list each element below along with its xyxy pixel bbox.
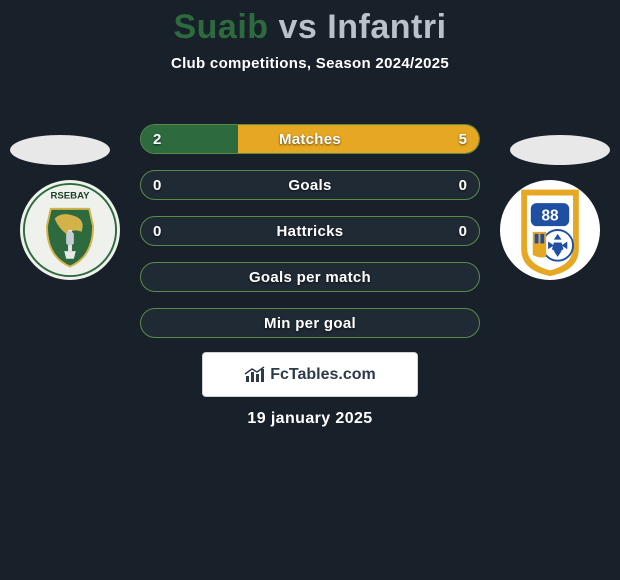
stat-label: Matches xyxy=(279,131,341,148)
stat-row: 0 Hattricks 0 xyxy=(140,216,480,246)
player1-name: Suaib xyxy=(173,8,268,46)
stat-row: 2 Matches 5 xyxy=(140,124,480,154)
team2-crest: 88 xyxy=(500,180,600,280)
stat-value-right: 0 xyxy=(459,177,467,194)
stat-label: Min per goal xyxy=(264,315,356,332)
logo-text: FcTables.com xyxy=(270,366,376,384)
stats-container: 2 Matches 5 0 Goals 0 0 Hattricks 0 Goals per mat… xyxy=(140,124,480,338)
stat-value-right: 0 xyxy=(459,223,467,240)
stat-value-left: 0 xyxy=(153,223,161,240)
svg-text:88: 88 xyxy=(541,207,559,224)
vs-text: vs xyxy=(279,8,318,46)
fctables-logo: FcTables.com xyxy=(202,352,418,397)
svg-text:RSEBAY: RSEBAY xyxy=(50,190,90,201)
stat-value-left: 2 xyxy=(153,131,161,148)
barito-crest-icon: 88 xyxy=(502,182,598,278)
comparison-title: Suaib vs Infantri xyxy=(0,0,620,47)
stat-value-left: 0 xyxy=(153,177,161,194)
player1-avatar-placeholder xyxy=(10,135,110,165)
stat-row: 0 Goals 0 xyxy=(140,170,480,200)
stat-label: Goals per match xyxy=(249,269,371,286)
stat-label: Hattricks xyxy=(277,223,344,240)
stat-row: Min per goal xyxy=(140,308,480,338)
date-label: 19 january 2025 xyxy=(0,410,620,428)
subtitle: Club competitions, Season 2024/2025 xyxy=(0,55,620,72)
player2-avatar-placeholder xyxy=(510,135,610,165)
stat-row: Goals per match xyxy=(140,262,480,292)
player2-name: Infantri xyxy=(327,8,446,46)
persebaya-crest-icon: RSEBAY xyxy=(22,182,118,278)
team1-crest: RSEBAY xyxy=(20,180,120,280)
stat-fill-player2 xyxy=(238,125,479,153)
bar-chart-icon xyxy=(244,366,266,384)
stat-value-right: 5 xyxy=(459,131,467,148)
stat-label: Goals xyxy=(288,177,331,194)
